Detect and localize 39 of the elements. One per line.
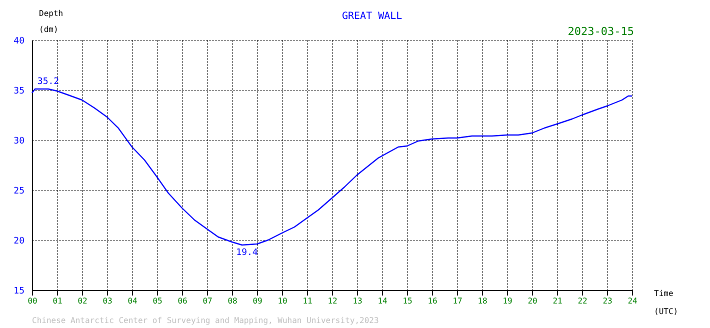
line-series	[31, 88, 633, 246]
x-tick-label: 16	[428, 296, 438, 306]
y-tick-label: 15	[14, 286, 24, 296]
text: 2023-03-15	[568, 25, 634, 38]
y-tick-label: 25	[14, 186, 24, 196]
text: Chinese Antarctic Center of Surveying and Mapping, Wuhan University,2023	[32, 316, 379, 325]
x-tick-label: 15	[402, 296, 412, 306]
y-tick-label: 40	[14, 36, 24, 46]
annotation: 35.2	[37, 77, 60, 87]
x-tick-label: 07	[202, 296, 212, 306]
x-tick-label: 13	[352, 296, 362, 306]
y-axis-title: Depth (dm)	[39, 9, 64, 34]
x-tick-label: 21	[552, 296, 562, 306]
x-tick-label: 19	[502, 296, 512, 306]
x-tick-label: 23	[602, 296, 612, 306]
x-tick-label: 04	[128, 296, 138, 306]
y-tick-label: 20	[14, 236, 24, 246]
x-tick-label: 05	[152, 296, 162, 306]
y-tick-label: 35	[14, 86, 24, 96]
x-tick-label: 24	[628, 296, 638, 306]
x-tick-label: 20	[528, 296, 538, 306]
x-axis-title: Time (UTC)	[654, 289, 678, 316]
annotation: 19.4	[236, 248, 258, 258]
chart-title: GREAT WALL	[342, 11, 402, 22]
x-tick-label: 02	[78, 296, 88, 306]
x-tick-label: 22	[578, 296, 588, 306]
x-tick-label: 03	[102, 296, 112, 306]
x-tick-label: 08	[228, 296, 238, 306]
x-tick-label: 11	[302, 296, 312, 306]
y-tick-label: 30	[14, 136, 24, 146]
x-tick-label: 12	[328, 296, 338, 306]
x-tick-label: 09	[252, 296, 262, 306]
x-tick-label: 06	[178, 296, 188, 306]
x-tick-label: 18	[478, 296, 488, 306]
x-tick-label: 14	[378, 296, 388, 306]
x-tick-label: 17	[452, 296, 462, 306]
x-tick-label: 01	[52, 296, 62, 306]
x-tick-label: 00	[28, 296, 38, 306]
x-tick-label: 10	[278, 296, 288, 306]
